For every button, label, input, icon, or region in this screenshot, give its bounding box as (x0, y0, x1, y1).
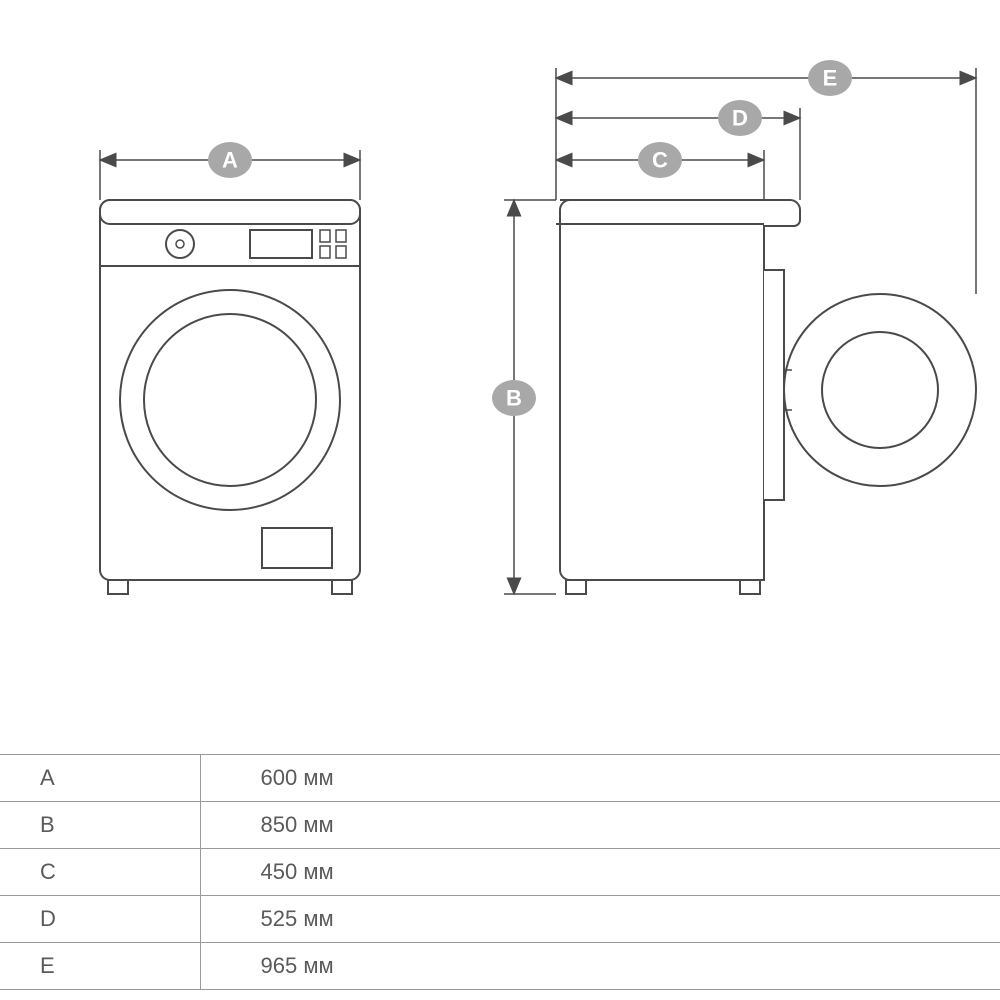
badge-D-label: D (732, 106, 748, 131)
dimension-drawing: A B C (0, 0, 1000, 700)
dim-key: D (0, 896, 200, 943)
badge-A-label: A (222, 148, 238, 173)
dim-E: E (556, 60, 976, 96)
dim-key: B (0, 802, 200, 849)
dim-value: 525 мм (200, 896, 1000, 943)
badge-E-label: E (823, 66, 838, 91)
table-row: C 450 мм (0, 849, 1000, 896)
dim-value: 450 мм (200, 849, 1000, 896)
table-row: B 850 мм (0, 802, 1000, 849)
badge-B-label: B (506, 386, 522, 411)
dim-A: A (100, 142, 360, 200)
dimensions-table: A 600 мм B 850 мм C 450 мм D 525 мм E 96… (0, 754, 1000, 990)
table-row: A 600 мм (0, 755, 1000, 802)
dim-value: 965 мм (200, 943, 1000, 990)
dim-key: C (0, 849, 200, 896)
dim-D: D (556, 100, 800, 136)
dim-B: B (492, 200, 556, 594)
front-view (100, 200, 360, 594)
table-row: E 965 мм (0, 943, 1000, 990)
badge-C-label: C (652, 148, 668, 173)
dim-value: 600 мм (200, 755, 1000, 802)
table-row: D 525 мм (0, 896, 1000, 943)
dim-value: 850 мм (200, 802, 1000, 849)
dim-key: E (0, 943, 200, 990)
dim-key: A (0, 755, 200, 802)
side-view (556, 200, 976, 594)
dim-C: C (556, 142, 764, 178)
